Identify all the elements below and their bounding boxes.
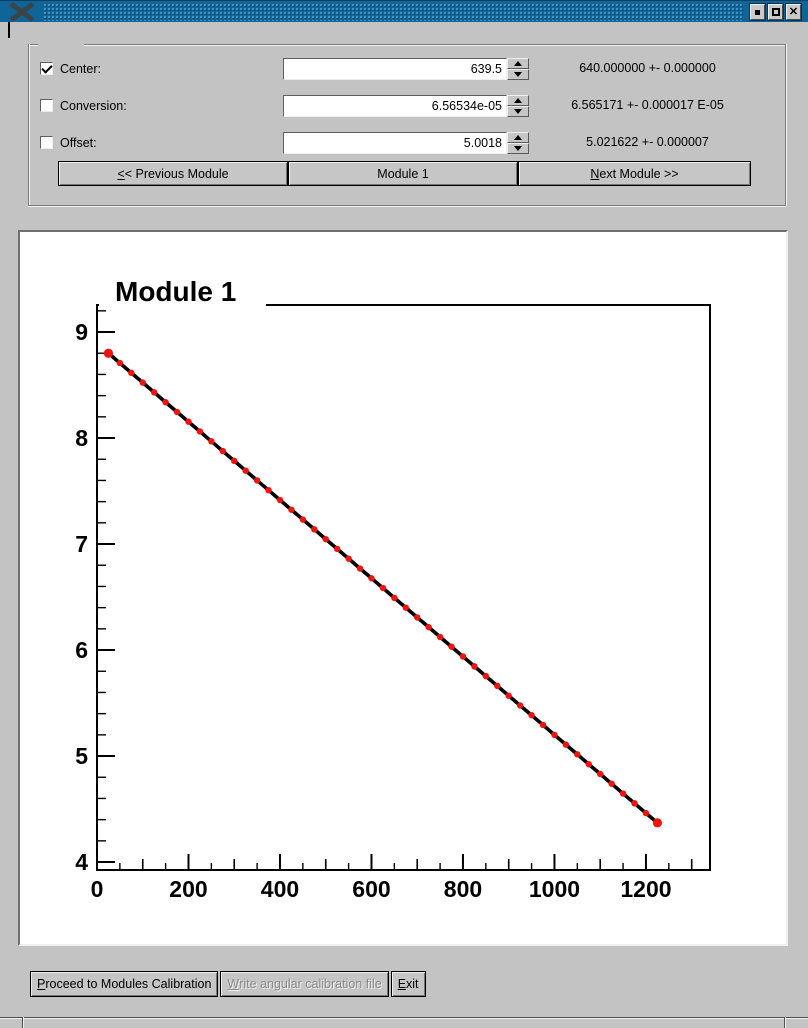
previous-module-button[interactable]: < < Previous Module (58, 161, 288, 186)
center-input[interactable] (283, 58, 507, 80)
panel-border-gap (38, 42, 84, 48)
conversion-spinner (507, 95, 529, 117)
svg-text:7: 7 (75, 531, 88, 557)
svg-text:6: 6 (75, 637, 88, 663)
offset-checkbox[interactable] (40, 136, 53, 149)
calibration-plot: 0 200 400 600 800 1000 1200 4 5 6 7 8 9 Module 1 (75, 276, 711, 902)
svg-text:Module 1: Module 1 (115, 276, 236, 307)
svg-text:8: 8 (75, 425, 88, 451)
svg-text:200: 200 (169, 876, 207, 902)
panel-border-top (28, 44, 786, 45)
svg-text:800: 800 (444, 876, 482, 902)
resize-bar[interactable] (0, 1017, 808, 1028)
spin-down-button[interactable] (507, 143, 529, 154)
conversion-input[interactable] (283, 95, 507, 117)
panel-border-bottom (28, 205, 786, 206)
svg-text:1200: 1200 (620, 876, 671, 902)
arrow-down-icon (514, 109, 522, 114)
center-result: 640.000000 +- 0.000000 (579, 61, 716, 75)
svg-text:1000: 1000 (529, 876, 580, 902)
current-module-button[interactable]: Module 1 (288, 161, 518, 186)
svg-text:600: 600 (352, 876, 390, 902)
arrow-up-icon (514, 61, 522, 66)
arrow-up-icon (514, 98, 522, 103)
conversion-label: Conversion: (60, 99, 127, 113)
arrow-down-icon (514, 72, 522, 77)
arrow-up-icon (514, 135, 522, 140)
iconify-button[interactable] (750, 4, 765, 20)
arrow-down-icon (514, 146, 522, 151)
maximize-button[interactable] (768, 4, 783, 20)
spin-down-button[interactable] (507, 69, 529, 80)
panel-border-left (28, 44, 29, 206)
titlebar-drag-area[interactable] (44, 4, 744, 21)
offset-label: Offset: (60, 136, 97, 150)
window-frame-mark (8, 22, 10, 38)
offset-spinner (507, 132, 529, 154)
offset-result: 5.021622 +- 0.000007 (586, 135, 709, 149)
spin-up-button[interactable] (507, 95, 529, 106)
center-checkbox[interactable] (40, 62, 53, 75)
svg-text:5: 5 (75, 743, 88, 769)
svg-text:4: 4 (75, 849, 88, 875)
conversion-checkbox[interactable] (40, 99, 53, 112)
resize-handle-left[interactable] (22, 1017, 23, 1028)
check-icon (41, 62, 53, 74)
spin-down-button[interactable] (507, 106, 529, 117)
resize-handle-right[interactable] (784, 1017, 785, 1028)
center-label: Center: (60, 62, 101, 76)
svg-text:400: 400 (261, 876, 299, 902)
x11-logo-icon[interactable] (6, 2, 38, 22)
plot-canvas: 0 200 400 600 800 1000 1200 4 5 6 7 8 9 Module 1 (18, 230, 788, 946)
spin-up-button[interactable] (507, 58, 529, 69)
spin-up-button[interactable] (507, 132, 529, 143)
svg-text:9: 9 (75, 319, 88, 345)
titlebar[interactable]: ✕ (0, 0, 808, 22)
center-spinner (507, 58, 529, 80)
panel-border-right (785, 44, 786, 206)
maximize-icon (771, 8, 780, 16)
svg-text:0: 0 (91, 876, 104, 902)
offset-input[interactable] (283, 132, 507, 154)
close-icon: ✕ (788, 5, 799, 18)
iconify-icon (755, 9, 760, 15)
conversion-result: 6.565171 +- 0.000017 E-05 (571, 98, 724, 112)
close-button[interactable]: ✕ (786, 4, 801, 20)
